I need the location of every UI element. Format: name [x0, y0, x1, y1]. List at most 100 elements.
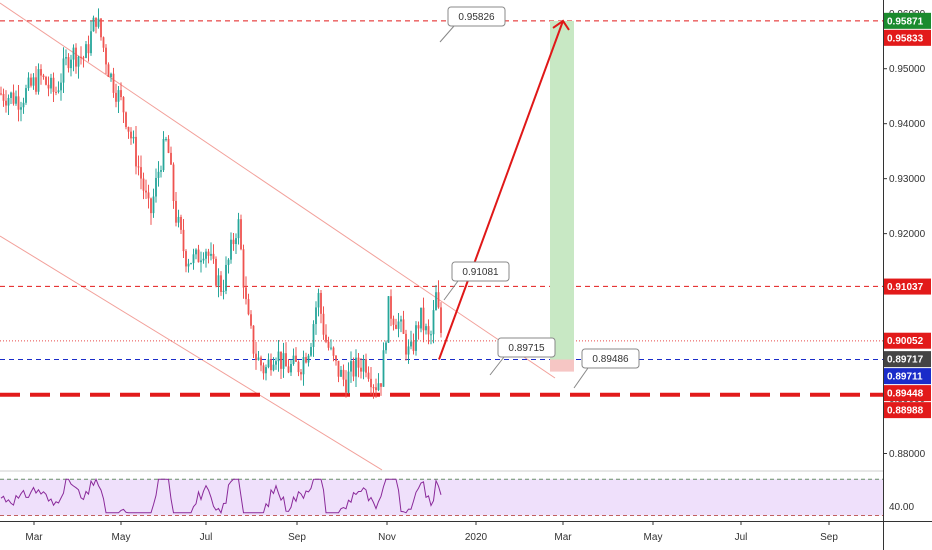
candle[interactable] [50, 73, 52, 94]
candle[interactable] [165, 136, 167, 142]
candle[interactable] [75, 43, 77, 74]
candle[interactable] [355, 349, 357, 387]
candle[interactable] [340, 366, 342, 378]
candle[interactable] [282, 342, 285, 378]
candle[interactable] [152, 188, 155, 218]
candle[interactable] [192, 248, 195, 270]
candle[interactable] [20, 101, 22, 122]
candle[interactable] [387, 296, 390, 343]
candle[interactable] [252, 325, 255, 358]
candle[interactable] [375, 378, 377, 398]
candle[interactable] [382, 342, 385, 387]
candle[interactable] [330, 339, 332, 351]
candle[interactable] [412, 333, 415, 355]
candle[interactable] [70, 54, 72, 77]
candle[interactable] [170, 146, 172, 165]
candle[interactable] [395, 318, 397, 330]
candle[interactable] [85, 40, 87, 59]
candle[interactable] [225, 256, 227, 295]
candle[interactable] [260, 355, 262, 372]
candle[interactable] [437, 280, 440, 309]
candle[interactable] [102, 36, 105, 53]
candle[interactable] [172, 162, 175, 209]
candle[interactable] [280, 351, 282, 380]
time-axis[interactable]: Mar May Jul Sep Nov 2020 Mar May Jul Sep [0, 521, 932, 543]
candle[interactable] [235, 233, 237, 255]
position-profit-zone[interactable] [550, 20, 574, 360]
candle[interactable] [57, 81, 60, 94]
candle[interactable] [227, 258, 230, 274]
candle[interactable] [55, 86, 57, 96]
candle[interactable] [230, 232, 232, 264]
candle[interactable] [210, 242, 212, 261]
candle[interactable] [385, 340, 387, 354]
candle[interactable] [212, 244, 215, 264]
candle[interactable] [302, 350, 305, 386]
candle[interactable] [52, 72, 55, 103]
candle[interactable] [352, 357, 355, 382]
candle[interactable] [0, 86, 2, 96]
candle[interactable] [432, 300, 435, 344]
candle[interactable] [370, 367, 372, 395]
candle[interactable] [247, 293, 250, 316]
candle[interactable] [95, 17, 97, 34]
candle[interactable] [347, 362, 350, 394]
candle[interactable] [240, 214, 242, 251]
candle[interactable] [22, 97, 25, 114]
candle[interactable] [427, 319, 430, 345]
candle[interactable] [335, 354, 337, 366]
candle[interactable] [245, 276, 247, 305]
candle[interactable] [292, 348, 295, 366]
price-axis[interactable]: 0.960000.950000.940000.930000.920000.910… [883, 0, 931, 550]
candle[interactable] [390, 289, 392, 327]
candle[interactable] [417, 321, 420, 340]
candle[interactable] [255, 341, 257, 370]
candle[interactable] [377, 373, 380, 392]
candle[interactable] [135, 126, 137, 175]
candle[interactable] [365, 353, 367, 378]
candle[interactable] [112, 67, 115, 98]
candle[interactable] [410, 330, 412, 350]
candle[interactable] [60, 73, 62, 101]
candle[interactable] [145, 179, 147, 200]
candle[interactable] [15, 90, 17, 106]
candle[interactable] [397, 312, 400, 338]
candle[interactable] [400, 315, 402, 333]
candle[interactable] [367, 366, 370, 382]
candle[interactable] [100, 17, 102, 41]
candle[interactable] [140, 155, 142, 190]
candle[interactable] [342, 364, 345, 387]
candle[interactable] [175, 192, 177, 227]
candle[interactable] [440, 302, 442, 338]
candle[interactable] [317, 288, 320, 317]
candle[interactable] [62, 47, 65, 94]
candle[interactable] [205, 248, 207, 268]
candle[interactable] [290, 359, 292, 376]
candle[interactable] [155, 168, 157, 203]
candle[interactable] [90, 20, 92, 56]
candle[interactable] [132, 130, 135, 144]
candle[interactable] [12, 84, 15, 106]
candle[interactable] [220, 271, 222, 296]
candle[interactable] [242, 244, 245, 299]
candle[interactable] [42, 73, 45, 80]
candle[interactable] [272, 357, 275, 372]
candle[interactable] [162, 131, 165, 172]
candle[interactable] [107, 62, 110, 78]
candle[interactable] [147, 184, 150, 209]
candle[interactable] [332, 346, 335, 362]
candle[interactable] [265, 364, 267, 381]
candle[interactable] [115, 83, 117, 108]
candle[interactable] [87, 35, 90, 62]
candle[interactable] [415, 321, 417, 356]
candle[interactable] [127, 126, 130, 139]
candle[interactable] [187, 258, 190, 273]
candle[interactable] [207, 248, 210, 264]
candle[interactable] [30, 73, 32, 88]
candle[interactable] [45, 75, 47, 86]
candle[interactable] [337, 360, 340, 383]
candle[interactable] [185, 249, 187, 273]
candle[interactable] [17, 84, 20, 122]
channel-upper-line[interactable] [0, 2, 556, 379]
candle[interactable] [435, 285, 437, 311]
